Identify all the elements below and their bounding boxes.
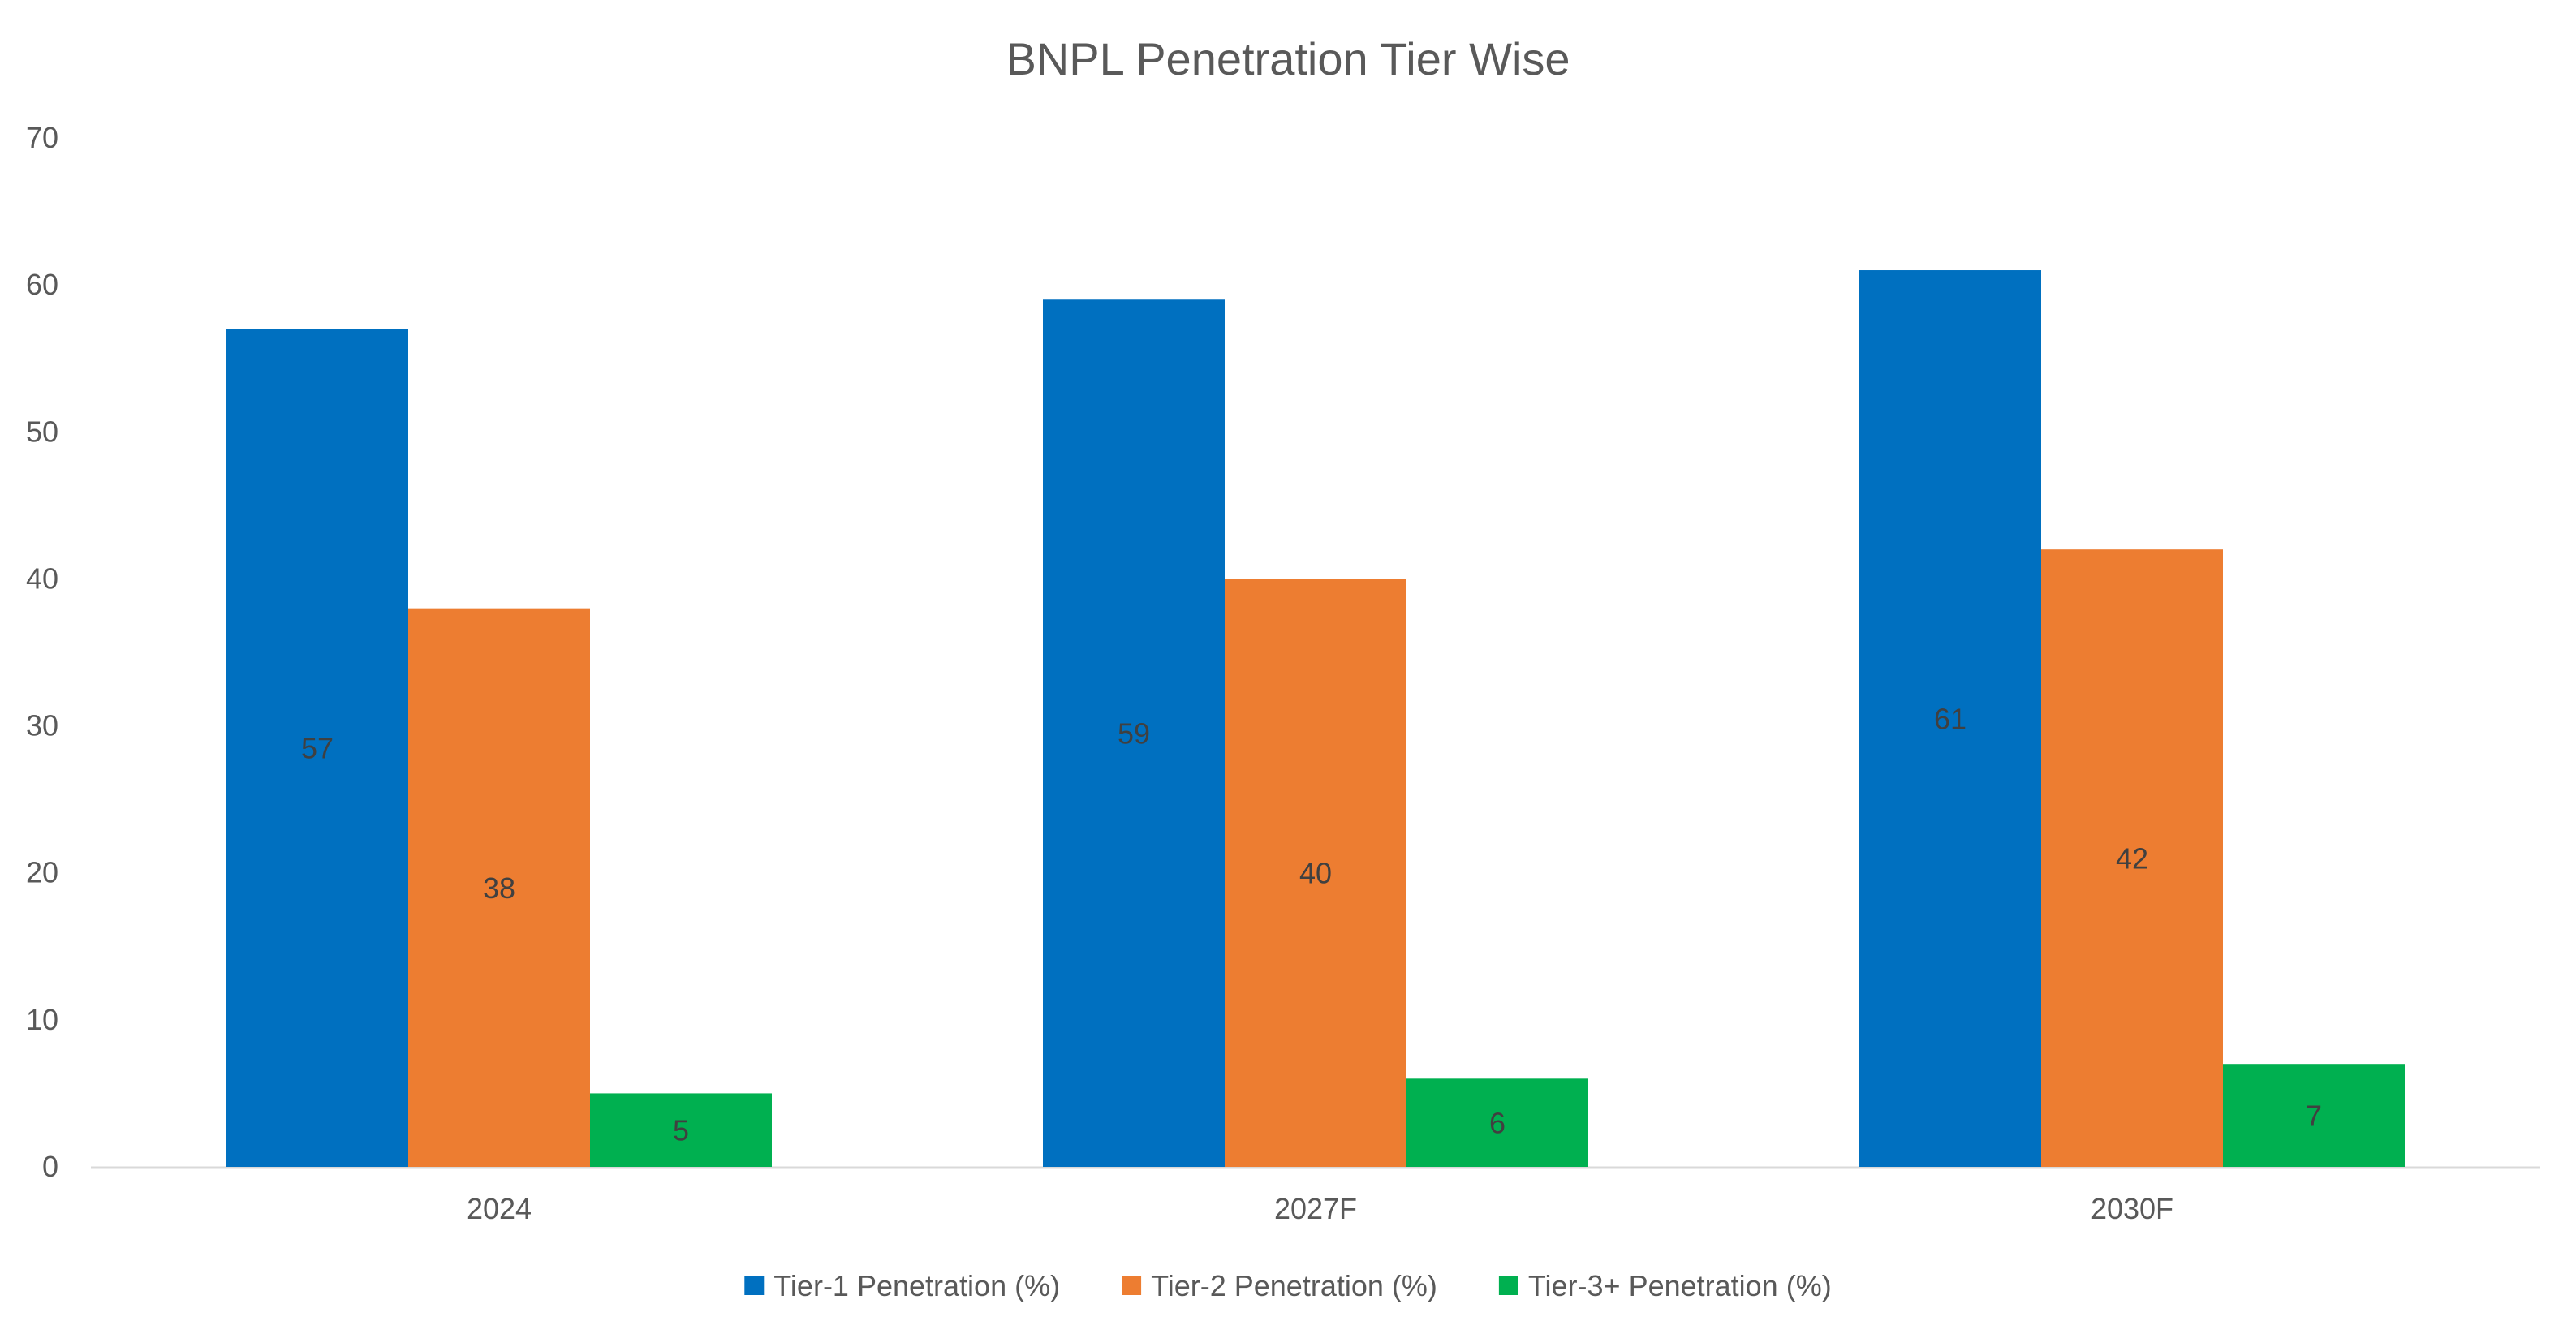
data-label: 61 <box>1934 703 1966 736</box>
legend-item: Tier-2 Penetration (%) <box>1122 1269 1437 1302</box>
legend-label: Tier-1 Penetration (%) <box>773 1269 1060 1302</box>
data-label: 42 <box>2116 842 2148 876</box>
y-tick-label: 40 <box>26 562 58 595</box>
y-tick-label: 30 <box>26 709 58 742</box>
y-axis: 0 10 20 30 40 50 60 70 <box>26 121 58 1183</box>
legend-label: Tier-3+ Penetration (%) <box>1528 1269 1832 1302</box>
data-label: 38 <box>483 871 515 905</box>
bar <box>408 608 590 1167</box>
y-tick-label: 20 <box>26 856 58 889</box>
legend-item: Tier-3+ Penetration (%) <box>1498 1269 1832 1302</box>
data-label: 5 <box>673 1114 689 1147</box>
bar <box>1225 579 1406 1167</box>
bar <box>2041 549 2223 1167</box>
legend-item: Tier-1 Penetration (%) <box>744 1269 1060 1302</box>
data-label: 40 <box>1299 857 1332 890</box>
data-label: 59 <box>1118 717 1150 751</box>
data-label: 6 <box>1489 1107 1506 1140</box>
legend: Tier-1 Penetration (%) Tier-2 Penetration… <box>744 1269 1832 1302</box>
plot-area: 57 38 5 59 40 6 61 42 7 <box>226 270 2405 1168</box>
y-tick-label: 10 <box>26 1003 58 1036</box>
bar <box>590 1093 772 1167</box>
bar <box>1406 1078 1588 1167</box>
x-tick-label: 2027F <box>1274 1192 1357 1225</box>
x-tick-label: 2030F <box>2091 1192 2173 1225</box>
y-tick-label: 60 <box>26 268 58 301</box>
x-tick-label: 2024 <box>467 1192 532 1225</box>
bar <box>226 329 408 1167</box>
y-tick-label: 50 <box>26 415 58 448</box>
bar <box>1859 270 2041 1167</box>
legend-swatch <box>744 1276 765 1295</box>
legend-swatch <box>1498 1276 1518 1295</box>
chart-title: BNPL Penetration Tier Wise <box>1006 33 1570 84</box>
y-tick-label: 70 <box>26 121 58 154</box>
bar <box>1043 299 1225 1168</box>
data-label: 7 <box>2306 1099 2322 1133</box>
data-label: 57 <box>301 732 334 765</box>
x-axis: 2024 2027F 2030F <box>467 1192 2173 1225</box>
y-tick-label: 0 <box>42 1150 58 1183</box>
legend-label: Tier-2 Penetration (%) <box>1151 1269 1437 1302</box>
legend-swatch <box>1122 1276 1142 1295</box>
bar <box>2223 1064 2405 1167</box>
